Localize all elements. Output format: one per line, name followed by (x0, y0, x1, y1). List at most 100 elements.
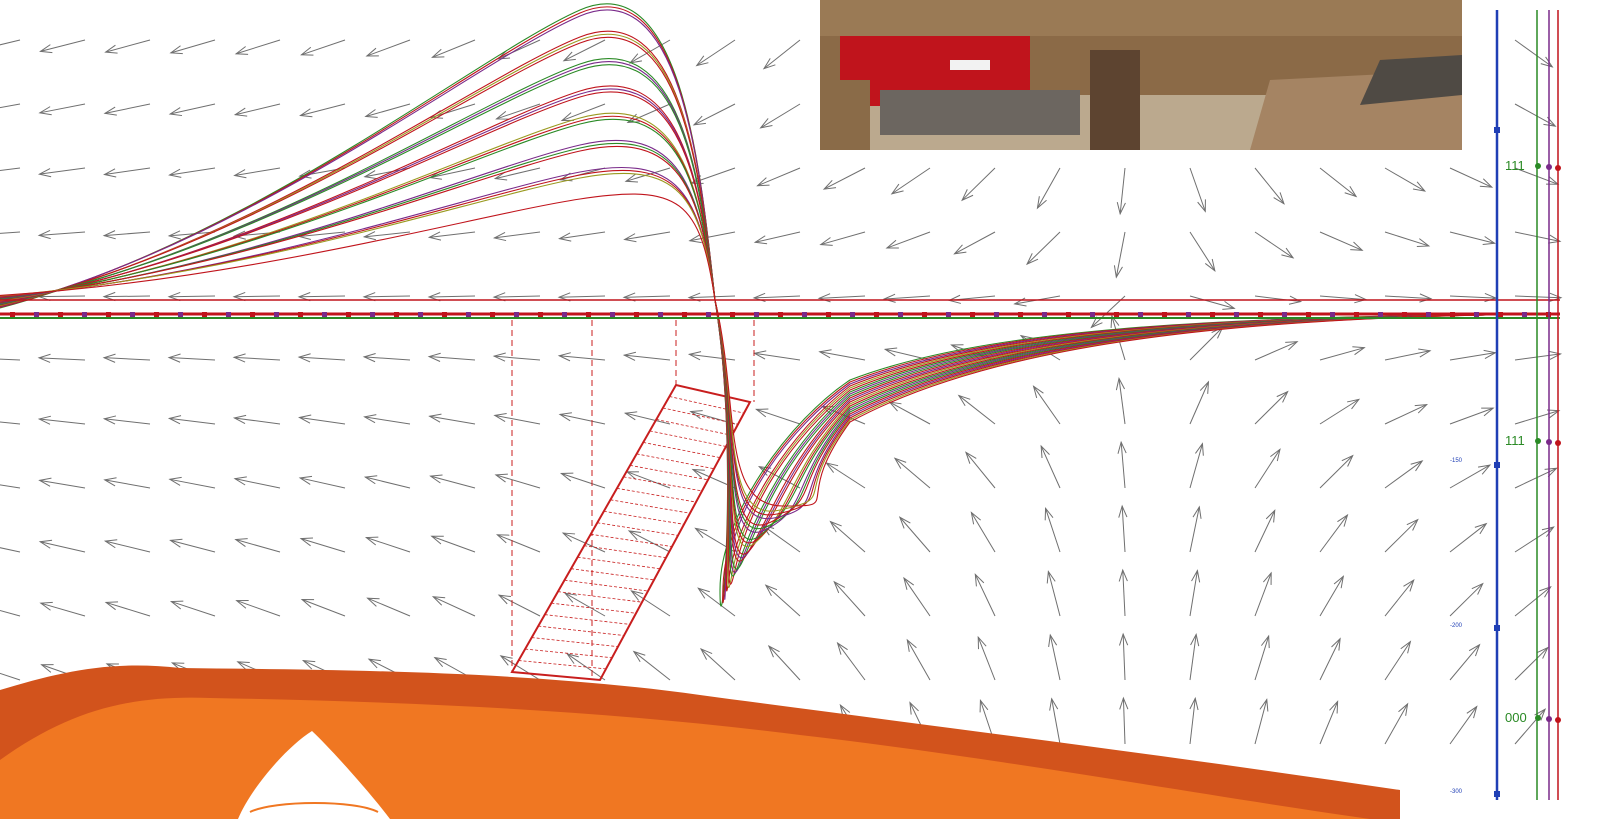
arrow-head (977, 635, 987, 650)
field-arrow (631, 590, 671, 617)
arrow-head (497, 594, 511, 605)
field-arrow (689, 353, 736, 361)
field-arrow (1449, 583, 1484, 617)
axis-tick-label: -300 (1450, 789, 1463, 795)
dipping-body (510, 320, 755, 682)
field-arrow (169, 103, 216, 115)
station-marker (922, 312, 927, 317)
station-marker (1450, 312, 1455, 317)
station-marker (274, 312, 279, 317)
arrow-head (1044, 506, 1054, 521)
arrow-head (493, 412, 507, 422)
station-marker (1330, 312, 1335, 317)
arrow-head (885, 239, 899, 249)
arrow-head (1468, 643, 1481, 657)
arrow-head (1416, 238, 1431, 247)
anomaly-profile (0, 139, 1561, 533)
arrow-head (979, 698, 989, 713)
station-marker (706, 312, 711, 317)
field-arrow (1319, 295, 1366, 301)
field-arrow (700, 648, 736, 681)
station-marker (226, 312, 231, 317)
field-arrow (494, 231, 541, 239)
arrow-head (1352, 346, 1366, 356)
arrow-head (1466, 705, 1478, 719)
field-arrow (365, 103, 411, 117)
field-arrow (1189, 506, 1200, 553)
field-arrow (40, 39, 86, 52)
station-marker (250, 312, 255, 317)
field-arrow (884, 295, 931, 300)
anomaly-profile (0, 88, 1561, 559)
field-arrow (1514, 708, 1546, 745)
field-arrow (1254, 341, 1298, 361)
station-marker (562, 312, 567, 317)
field-arrow (689, 295, 736, 299)
field-arrow (696, 39, 736, 66)
station-marker (970, 312, 975, 317)
field-arrow (1189, 231, 1216, 271)
arrow-head (364, 109, 378, 118)
arrow-head (1406, 518, 1419, 531)
arrow-head (232, 414, 247, 424)
arrow-head (1400, 640, 1412, 654)
station-marker (538, 312, 543, 317)
field-arrow (0, 547, 21, 553)
station-marker (1474, 312, 1479, 317)
field-arrow (236, 600, 281, 617)
field-arrow (39, 357, 86, 361)
arrow-head (1333, 575, 1345, 589)
arrow-head (1190, 632, 1200, 647)
arrow-head (1191, 569, 1201, 583)
station-marker (1306, 312, 1311, 317)
legend-marker: 111 (1505, 158, 1525, 173)
arrow-head (1273, 192, 1285, 205)
arrow-head (836, 641, 848, 655)
field-arrow (1319, 347, 1365, 361)
arrow-head (627, 530, 642, 541)
field-arrow (428, 295, 476, 298)
field-arrow (756, 408, 801, 425)
field-arrow (497, 534, 541, 553)
field-arrow (899, 516, 931, 553)
station-marker (442, 312, 447, 317)
field-arrow (1189, 443, 1203, 489)
arrow-head (839, 703, 851, 717)
prism-hatch (551, 602, 637, 614)
prism-hatch (518, 660, 607, 670)
anomaly-profile (0, 172, 1561, 512)
field-arrow (299, 356, 346, 361)
field-arrow (1449, 407, 1494, 425)
arrow-head (1189, 696, 1199, 711)
arrow-head (623, 411, 638, 421)
field-arrow (562, 532, 606, 553)
axis-tick-label: -150 (1450, 458, 1463, 464)
prism-hatch (525, 648, 613, 659)
concrete-block (880, 90, 1080, 135)
field-arrow (1514, 586, 1551, 617)
wooden-beam-top (820, 0, 1462, 36)
arrow-head (1222, 300, 1236, 310)
station-marker (298, 312, 303, 317)
field-arrow (628, 530, 671, 553)
arrow-head (753, 235, 768, 245)
arrow-head (363, 414, 377, 424)
field-arrow (1254, 572, 1272, 617)
field-arrow (39, 479, 86, 489)
station-marker (346, 312, 351, 317)
arrow-head (37, 415, 52, 425)
arrow-head (493, 171, 508, 181)
station-marker (1138, 312, 1143, 317)
field-arrow (430, 475, 476, 489)
arrow-head (1414, 403, 1429, 414)
field-arrow (366, 537, 411, 553)
arrow-head (1482, 236, 1497, 245)
field-arrow (495, 167, 541, 180)
field-arrow (105, 39, 151, 53)
terrain-logo (0, 665, 1400, 819)
arrow-head (833, 580, 846, 594)
arrow-head (1090, 316, 1103, 329)
field-arrow (1119, 167, 1126, 214)
arrow-head (234, 46, 249, 55)
arrow-head (168, 168, 182, 178)
